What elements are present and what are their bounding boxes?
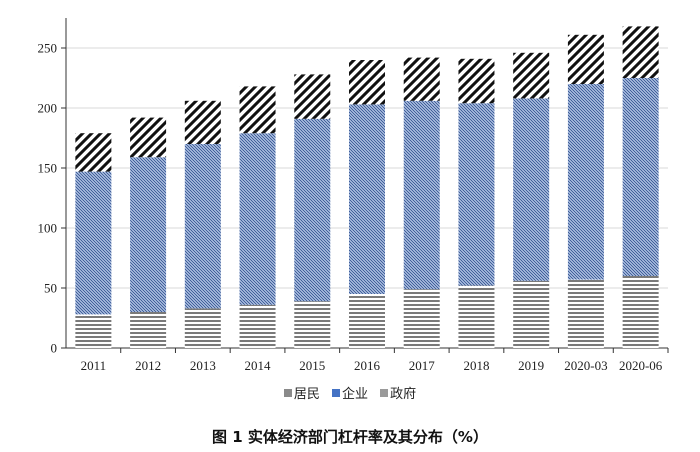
legend-swatch-icon bbox=[380, 388, 389, 397]
legend-swatch-icon bbox=[331, 388, 340, 397]
y-tick-label: 50 bbox=[44, 281, 57, 296]
bar-居民-2017 bbox=[403, 289, 440, 348]
bar-企业-2017 bbox=[403, 100, 440, 290]
bar-企业-2020-06 bbox=[622, 78, 659, 276]
bar-居民-2016 bbox=[349, 294, 385, 348]
bar-居民-2013 bbox=[184, 308, 221, 348]
bar-企业-2014 bbox=[239, 133, 276, 305]
stacked-bar-chart: 0 50 100 150 200 250 2011 2012 2013 2014 2015 2016 2… bbox=[38, 18, 669, 374]
x-tick-label: 2019 bbox=[518, 358, 544, 373]
bar-企业-2015 bbox=[294, 118, 331, 302]
bar-居民-2020-06 bbox=[622, 276, 659, 348]
bar-企业-2012 bbox=[130, 157, 167, 312]
bar-居民-2020-03 bbox=[567, 279, 604, 348]
bar-政府-2016 bbox=[349, 60, 385, 105]
legend-item-政府: 政府 bbox=[380, 383, 416, 402]
bars bbox=[75, 26, 659, 348]
bar-政府-2012 bbox=[130, 117, 167, 158]
y-tick-label: 100 bbox=[38, 221, 58, 236]
bar-居民-2015 bbox=[294, 301, 331, 348]
bar-居民-2011 bbox=[75, 314, 112, 348]
bar-政府-2019 bbox=[513, 52, 550, 99]
bar-政府-2017 bbox=[403, 57, 440, 101]
bar-政府-2014 bbox=[239, 86, 276, 134]
legend-label: 企业 bbox=[341, 387, 368, 402]
bar-企业-2019 bbox=[513, 98, 550, 281]
bar-居民-2019 bbox=[513, 280, 550, 348]
bar-企业-2020-03 bbox=[567, 84, 604, 280]
x-tick-label: 2015 bbox=[299, 358, 325, 373]
legend-label: 政府 bbox=[390, 387, 417, 402]
x-tick-label: 2020-06 bbox=[619, 358, 663, 373]
bar-居民-2018 bbox=[458, 285, 495, 348]
legend-item-居民: 居民 bbox=[283, 383, 320, 402]
x-tick-label: 2013 bbox=[190, 358, 216, 373]
bar-政府-2020-06 bbox=[622, 26, 659, 78]
bar-居民-2014 bbox=[239, 304, 276, 348]
y-tick-label: 250 bbox=[38, 41, 58, 56]
bar-政府-2015 bbox=[294, 74, 331, 119]
bar-企业-2013 bbox=[184, 144, 221, 309]
bar-政府-2018 bbox=[458, 58, 495, 104]
figure-caption: 图 1 实体经济部门杠杆率及其分布（%） bbox=[212, 428, 488, 446]
legend: 居民 企业 政府 bbox=[0, 383, 700, 402]
x-tick-label: 2017 bbox=[409, 358, 436, 373]
x-tick-label: 2018 bbox=[463, 358, 489, 373]
x-tick-label: 2016 bbox=[354, 358, 381, 373]
bar-企业-2018 bbox=[458, 103, 495, 286]
bar-政府-2013 bbox=[184, 100, 221, 144]
y-tick-label: 150 bbox=[38, 161, 58, 176]
y-tick-label: 0 bbox=[51, 341, 58, 356]
x-tick-label: 2012 bbox=[135, 358, 161, 373]
bar-企业-2016 bbox=[349, 104, 385, 295]
x-tick-label: 2011 bbox=[81, 358, 107, 373]
x-tick-label: 2020-03 bbox=[564, 358, 607, 373]
x-tick-label: 2014 bbox=[245, 358, 272, 373]
legend-label: 居民 bbox=[293, 387, 320, 402]
bar-政府-2020-03 bbox=[567, 34, 604, 84]
legend-swatch-icon bbox=[283, 388, 292, 397]
legend-item-企业: 企业 bbox=[331, 383, 368, 402]
bar-政府-2011 bbox=[75, 133, 112, 172]
bar-居民-2012 bbox=[130, 312, 167, 348]
bar-企业-2011 bbox=[75, 171, 112, 315]
y-tick-label: 200 bbox=[38, 101, 58, 116]
tick-labels: 0 50 100 150 200 250 2011 2012 2013 2014 2015 2016 2… bbox=[38, 41, 663, 374]
